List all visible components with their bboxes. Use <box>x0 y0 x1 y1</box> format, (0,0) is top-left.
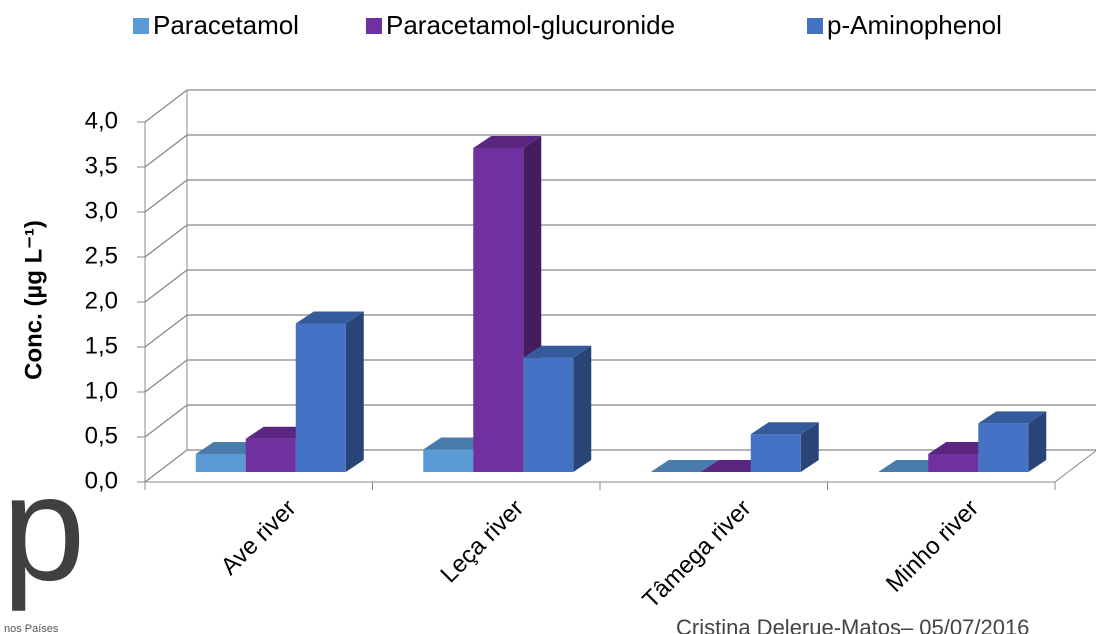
x-tick-label: Leça river <box>435 495 529 589</box>
bar-top <box>978 411 1047 424</box>
grid-line <box>144 89 1096 123</box>
bar-front <box>750 434 801 472</box>
footer: Cristina Delerue-Matos– 05/07/2016 <box>676 615 1029 634</box>
grid-line <box>144 134 1096 168</box>
bar <box>750 422 819 472</box>
x-tick-label: Tâmega river <box>637 495 756 614</box>
bar-top <box>295 311 364 324</box>
bar-top <box>650 460 719 472</box>
legend-label: p-Aminophenol <box>827 10 1002 40</box>
bar-top <box>750 422 819 435</box>
bar-front <box>423 449 474 472</box>
bar-side <box>573 345 592 472</box>
x-tick-label: Minho river <box>881 495 984 598</box>
grid-line <box>144 314 1096 348</box>
legend-swatch <box>366 18 382 34</box>
bar-front <box>245 438 296 472</box>
bar <box>295 311 364 472</box>
logo-letter: p <box>2 444 85 612</box>
bar-front <box>523 357 574 472</box>
bar-side <box>1028 411 1047 472</box>
bar <box>650 460 719 472</box>
y-axis-label: Conc. (µg L⁻¹) <box>20 220 47 380</box>
grid-line <box>144 359 1096 393</box>
bar-front <box>928 454 979 472</box>
y-tick-label: 3,5 <box>85 152 118 179</box>
legend-swatch <box>133 18 149 34</box>
y-tick-label: 2,0 <box>85 287 118 314</box>
bar-side <box>345 311 364 472</box>
bar-top <box>473 136 542 148</box>
y-tick-label: 4,0 <box>85 107 118 134</box>
legend-label: Paracetamol-glucuronide <box>386 10 675 40</box>
bar <box>523 345 592 472</box>
grid-line <box>144 404 1096 438</box>
legend-label: Paracetamol <box>153 10 299 40</box>
logo-text: nos Países <box>4 623 59 634</box>
y-tick-label: 2,5 <box>85 242 118 269</box>
bar-side <box>800 422 819 472</box>
y-tick-label: 0,5 <box>85 422 118 449</box>
x-tick-label: Ave river <box>216 495 302 581</box>
grid-line <box>144 224 1096 258</box>
bar-front <box>195 454 246 472</box>
legend-swatch <box>807 18 823 34</box>
bar-top <box>523 345 592 358</box>
bar <box>978 411 1047 472</box>
axis-line <box>1054 450 1096 483</box>
y-tick-label: 3,0 <box>85 197 118 224</box>
y-tick-label: 1,5 <box>85 332 118 359</box>
y-tick-label: 0,0 <box>85 467 118 494</box>
bar-front <box>473 148 524 472</box>
y-tick-label: 1,0 <box>85 377 118 404</box>
grid-line <box>144 179 1096 213</box>
bar-front <box>978 423 1029 472</box>
grid-line <box>144 269 1096 303</box>
bar-front <box>295 323 346 472</box>
